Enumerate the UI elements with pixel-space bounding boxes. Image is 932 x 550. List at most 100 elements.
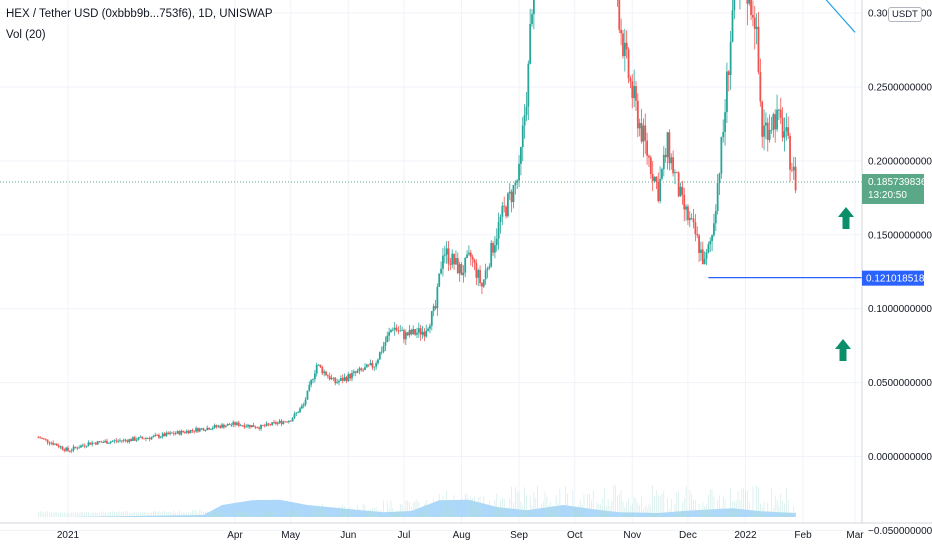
candle-body	[347, 374, 350, 381]
candle-body	[48, 442, 51, 444]
candle-body	[96, 441, 99, 445]
currency-badge[interactable]: USDT	[888, 7, 922, 22]
candle-body	[98, 441, 101, 442]
candle-body	[182, 430, 184, 433]
candle-body	[401, 330, 404, 331]
candle-body	[113, 440, 116, 442]
candle-body	[78, 447, 81, 449]
candle-body	[447, 248, 450, 264]
candle-body	[163, 433, 166, 437]
candle-body	[128, 439, 131, 443]
candle-body	[234, 422, 236, 425]
chart-grid	[0, 0, 862, 531]
candle-body	[516, 180, 519, 183]
candle-body	[172, 433, 175, 435]
candle-body	[494, 245, 496, 253]
candle-body	[729, 41, 732, 75]
candle-body	[107, 442, 110, 444]
candle-body	[371, 362, 374, 368]
candle-body	[425, 330, 428, 337]
candle-body	[232, 422, 235, 425]
candle-body	[213, 425, 216, 428]
candle-body	[154, 434, 157, 436]
candle-body	[753, 17, 756, 29]
candle-body	[492, 242, 494, 253]
candle-body	[690, 217, 693, 219]
support-price-value: 0.1210185184	[866, 274, 930, 285]
candle-body	[334, 377, 337, 384]
candle-body	[74, 446, 77, 448]
candle-body	[139, 436, 142, 438]
candle-body	[429, 325, 431, 329]
candle-body	[731, 10, 734, 42]
candle-body	[57, 445, 60, 448]
candle-body	[752, 14, 754, 18]
candle-body	[104, 440, 107, 443]
candle-body	[189, 430, 192, 434]
candle-body	[698, 235, 700, 253]
price-tags: 0.1857398363 13:20:50 0.1210185184	[862, 173, 932, 286]
candle-body	[768, 130, 771, 140]
price-axis-label: 0.0000000000	[868, 452, 932, 463]
candle-body	[83, 445, 86, 447]
candle-body	[39, 437, 42, 439]
candle-body	[692, 218, 695, 223]
candle-body	[726, 71, 728, 113]
candle-body	[295, 412, 298, 414]
candle-body	[76, 447, 79, 449]
candle-body	[659, 178, 662, 202]
candle-body	[443, 254, 446, 256]
candle-body	[80, 445, 82, 448]
candle-body	[378, 352, 381, 360]
candle-body	[184, 432, 186, 433]
candle-body	[755, 26, 758, 29]
candle-body	[644, 125, 647, 141]
time-axis-label: Dec	[679, 530, 697, 541]
candle-body	[681, 186, 684, 195]
candle-body	[384, 342, 387, 346]
candle-body	[37, 437, 40, 439]
candle-body	[508, 191, 511, 194]
candle-body	[289, 420, 292, 422]
candle-body	[776, 109, 778, 130]
candle-body	[338, 380, 340, 383]
candle-body	[319, 364, 322, 368]
candle-body	[430, 311, 433, 326]
candle-body	[635, 86, 637, 101]
candle-body	[657, 182, 660, 202]
price-axis-label: 0.1000000000	[868, 304, 932, 315]
candle-body	[221, 424, 223, 428]
candle-body	[325, 371, 327, 376]
candle-body	[763, 125, 765, 137]
candle-body	[438, 273, 441, 287]
price-axis-label: 0.2500000000	[868, 83, 932, 94]
candle-body	[716, 183, 719, 212]
candle-body	[416, 332, 418, 335]
candle-body	[119, 440, 121, 442]
candle-body	[440, 268, 442, 274]
time-axis-label: Sep	[510, 530, 528, 541]
candle-body	[390, 330, 392, 333]
candle-body	[185, 430, 188, 433]
candle-body	[766, 122, 769, 140]
symbol-title: HEX / Tether USD (0xbbb9b...753f6), 1D, …	[6, 8, 273, 20]
candle-body	[120, 440, 123, 442]
candle-body	[89, 442, 92, 445]
candle-body	[453, 253, 455, 265]
candle-body	[636, 100, 639, 129]
candle-body	[167, 432, 170, 435]
candle-body	[631, 81, 634, 99]
candle-body	[640, 123, 643, 142]
candle-body	[228, 424, 231, 426]
candle-body	[219, 425, 222, 428]
candle-body	[310, 380, 313, 385]
candle-body	[648, 155, 650, 158]
candle-body	[143, 438, 146, 440]
candle-body	[469, 252, 472, 257]
candle-body	[484, 270, 487, 280]
candle-body	[171, 432, 173, 434]
candle-body	[462, 272, 465, 276]
candle-body	[507, 193, 509, 217]
candle-body	[787, 127, 790, 136]
